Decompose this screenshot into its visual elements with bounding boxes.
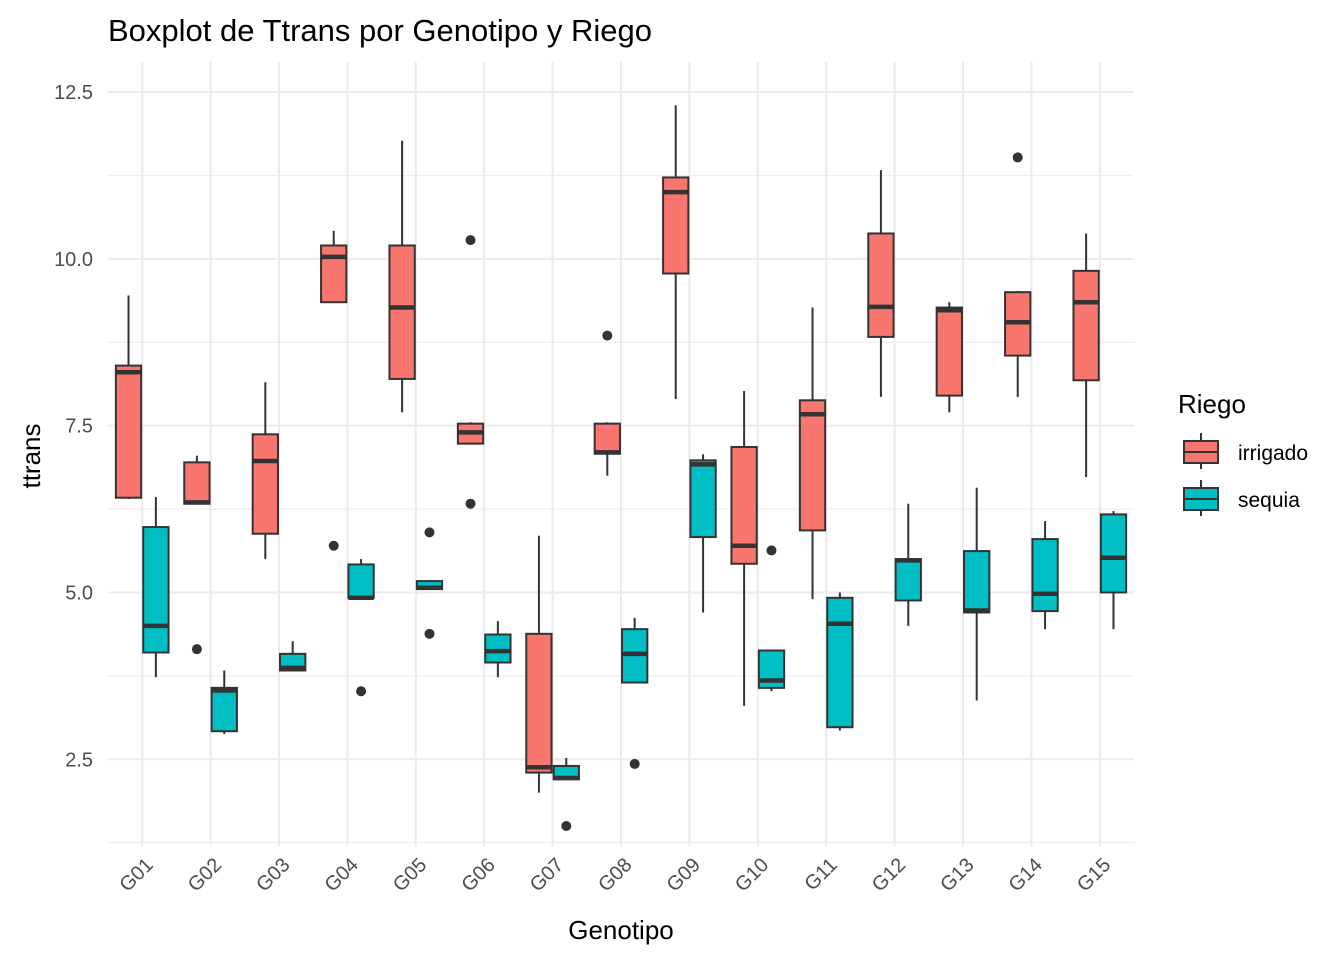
outlier-point bbox=[356, 686, 367, 697]
legend-title: Riego bbox=[1178, 389, 1246, 419]
box-group-irrigado-G07 bbox=[525, 535, 553, 793]
box-group-irrigado-G08 bbox=[593, 330, 621, 476]
x-tick-label: G03 bbox=[252, 854, 294, 896]
outlier-point bbox=[328, 540, 339, 551]
box-iqr bbox=[689, 459, 717, 539]
box-iqr bbox=[867, 232, 895, 338]
outlier-point bbox=[191, 644, 202, 655]
box-group-sequia-G12 bbox=[894, 503, 922, 626]
box-group-sequia-G02 bbox=[210, 670, 238, 734]
box-group-irrigado-G09 bbox=[662, 105, 690, 399]
y-tick-label: 5.0 bbox=[65, 582, 93, 604]
legend: Riego irrigado sequia bbox=[1178, 389, 1308, 516]
chart-title: Boxplot de Ttrans por Genotipo y Riego bbox=[108, 13, 652, 48]
x-tick-label: G05 bbox=[389, 854, 431, 896]
x-tick-label: G09 bbox=[663, 854, 705, 896]
outlier-point bbox=[766, 545, 777, 556]
x-tick-label: G07 bbox=[526, 854, 568, 896]
box-group-irrigado-G13 bbox=[935, 302, 963, 413]
box-group-irrigado-G11 bbox=[798, 307, 827, 600]
outlier-point bbox=[424, 527, 435, 538]
outlier-point bbox=[1012, 152, 1023, 163]
outlier-point bbox=[629, 758, 640, 769]
box-group-irrigado-G02 bbox=[183, 455, 211, 655]
legend-items: irrigado sequia bbox=[1183, 433, 1308, 516]
box-group-irrigado-G06 bbox=[456, 235, 485, 509]
box-iqr bbox=[826, 596, 854, 729]
box-iqr bbox=[1031, 538, 1059, 613]
box-layer bbox=[114, 105, 1128, 831]
outlier-point bbox=[561, 820, 572, 831]
box-iqr bbox=[593, 422, 621, 455]
legend-item-irrigado: irrigado bbox=[1183, 433, 1308, 469]
box-group-sequia-G03 bbox=[279, 641, 307, 672]
box-group-sequia-G04 bbox=[347, 559, 375, 697]
box-group-sequia-G13 bbox=[963, 487, 991, 701]
box-iqr bbox=[183, 461, 211, 505]
legend-item-sequia: sequia bbox=[1183, 480, 1300, 516]
y-tick-layer: 2.5 5.0 7.5 10.0 12.5 bbox=[54, 82, 93, 771]
outlier-point bbox=[465, 498, 476, 509]
box-iqr bbox=[525, 632, 553, 774]
box-iqr bbox=[388, 244, 416, 380]
box-iqr bbox=[798, 399, 827, 532]
outlier-point bbox=[465, 235, 476, 246]
x-tick-label: G15 bbox=[1073, 854, 1115, 896]
box-iqr bbox=[935, 306, 963, 397]
x-tick-label: G01 bbox=[115, 854, 157, 896]
x-tick-label: G10 bbox=[731, 854, 773, 896]
box-group-sequia-G11 bbox=[826, 592, 854, 731]
box-group-irrigado-G04 bbox=[320, 230, 348, 551]
legend-label: irrigado bbox=[1238, 442, 1308, 465]
y-tick-label: 2.5 bbox=[65, 749, 93, 771]
outlier-point bbox=[424, 628, 435, 639]
box-iqr bbox=[963, 550, 991, 614]
box-group-sequia-G08 bbox=[621, 617, 649, 769]
x-tick-label: G11 bbox=[800, 854, 841, 895]
box-group-irrigado-G05 bbox=[388, 140, 416, 413]
box-group-sequia-G10 bbox=[757, 545, 786, 692]
x-tick-label: G06 bbox=[457, 854, 499, 896]
box-group-sequia-G05 bbox=[415, 527, 444, 639]
x-tick-label: G04 bbox=[321, 854, 363, 896]
box-group-irrigado-G03 bbox=[251, 382, 279, 560]
box-iqr bbox=[142, 526, 170, 654]
box-group-irrigado-G12 bbox=[867, 170, 895, 397]
x-tick-label: G08 bbox=[594, 854, 636, 896]
box-iqr bbox=[484, 633, 512, 664]
box-iqr bbox=[1072, 269, 1100, 382]
box-iqr bbox=[320, 244, 348, 304]
box-group-irrigado-G15 bbox=[1072, 233, 1100, 478]
box-iqr bbox=[251, 433, 279, 535]
x-tick-layer: G01 G02 G03 G04 G05 G06 G07 G08 G09 G10 G11 G12 G13 G… bbox=[115, 854, 1115, 896]
box-group-irrigado-G01 bbox=[114, 295, 143, 500]
y-tick-label: 12.5 bbox=[54, 82, 93, 104]
legend-label: sequia bbox=[1238, 489, 1300, 512]
box-group-sequia-G14 bbox=[1031, 521, 1059, 630]
outlier-point bbox=[602, 330, 613, 341]
box-iqr bbox=[114, 364, 143, 499]
x-tick-label: G12 bbox=[868, 854, 910, 896]
x-tick-label: G14 bbox=[1005, 854, 1047, 896]
y-tick-label: 10.0 bbox=[54, 249, 93, 271]
x-tick-label: G13 bbox=[936, 854, 978, 896]
box-group-sequia-G07 bbox=[552, 757, 580, 831]
y-axis-label: ttrans bbox=[16, 423, 46, 488]
box-iqr bbox=[894, 558, 922, 602]
x-axis-label: Genotipo bbox=[568, 915, 674, 945]
box-group-irrigado-G10 bbox=[730, 390, 758, 706]
grid-layer bbox=[108, 62, 1134, 846]
box-group-sequia-G09 bbox=[689, 454, 717, 613]
box-group-sequia-G01 bbox=[142, 497, 170, 678]
box-iqr bbox=[210, 686, 238, 733]
y-tick-label: 7.5 bbox=[65, 416, 93, 438]
box-iqr bbox=[1099, 513, 1128, 594]
x-tick-label: G02 bbox=[184, 854, 226, 896]
box-group-sequia-G15 bbox=[1099, 511, 1128, 630]
box-group-irrigado-G14 bbox=[1004, 152, 1032, 397]
box-group-sequia-G06 bbox=[484, 621, 512, 678]
box-iqr bbox=[347, 563, 375, 599]
